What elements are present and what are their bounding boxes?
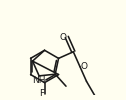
Text: O: O	[59, 32, 66, 42]
Text: O: O	[81, 62, 88, 71]
Text: NH: NH	[32, 76, 46, 85]
Text: F: F	[39, 89, 45, 98]
